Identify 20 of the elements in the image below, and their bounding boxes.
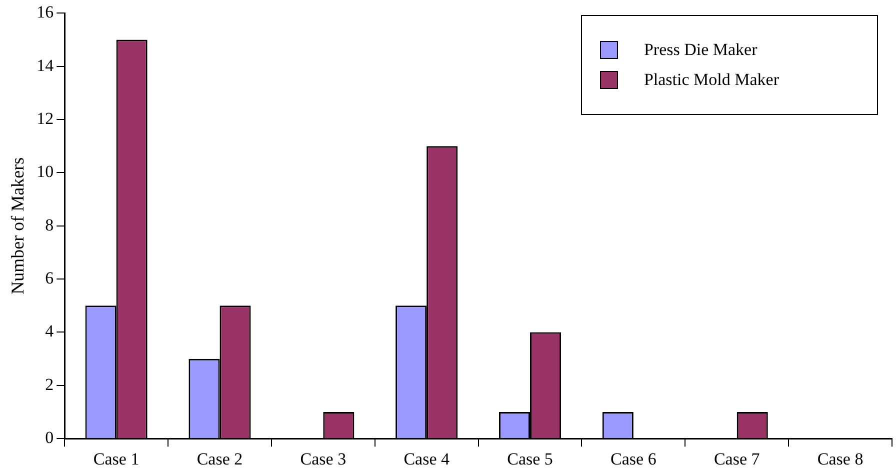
y-tick-label: 8 bbox=[45, 215, 54, 234]
y-tick-label: 0 bbox=[45, 428, 54, 448]
legend-label: Press Die Maker bbox=[644, 40, 758, 60]
x-tick-label: Case 7 bbox=[714, 449, 760, 468]
legend-label: Plastic Mold Maker bbox=[644, 70, 780, 90]
x-tick-label: Case 4 bbox=[404, 449, 450, 468]
y-tick-label: 6 bbox=[45, 268, 54, 288]
y-tick-label: 4 bbox=[45, 322, 54, 341]
y-axis-title: Number of Makers bbox=[8, 157, 28, 294]
x-tick-label: Case 2 bbox=[196, 449, 243, 468]
x-tick-label: Case 1 bbox=[93, 449, 140, 468]
y-tick-label: 16 bbox=[36, 2, 54, 22]
y-tick-label: 10 bbox=[36, 162, 54, 182]
x-tick-label: Case 8 bbox=[817, 449, 864, 468]
y-tick-label: 2 bbox=[45, 374, 54, 394]
x-tick-label: Case 5 bbox=[507, 449, 553, 468]
y-tick-label: 12 bbox=[36, 109, 54, 128]
y-tick-label: 14 bbox=[36, 56, 54, 75]
x-tick-label: Case 3 bbox=[300, 449, 346, 468]
x-tick-label: Case 6 bbox=[610, 449, 656, 468]
